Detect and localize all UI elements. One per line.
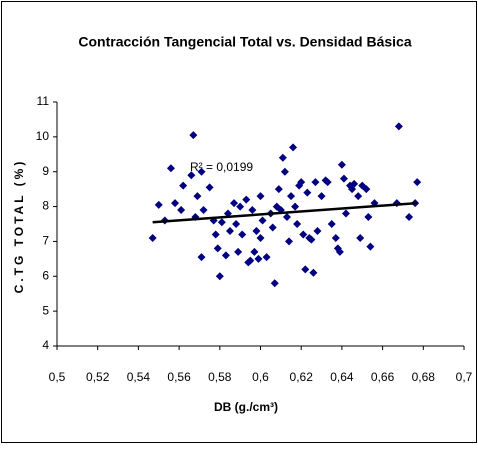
point	[293, 220, 302, 228]
point	[303, 188, 312, 197]
point	[238, 230, 247, 239]
point	[232, 220, 241, 228]
point	[270, 279, 279, 288]
point	[256, 192, 265, 201]
point	[311, 178, 320, 187]
x-tick-label: 0,52	[86, 370, 110, 384]
point	[323, 178, 332, 187]
point	[331, 233, 340, 242]
point	[187, 171, 196, 180]
point	[199, 206, 208, 215]
point	[280, 167, 289, 176]
point	[189, 131, 198, 140]
r2-annotation: R² = 0,0199	[190, 160, 253, 174]
point	[309, 268, 318, 277]
y-tick-label: 7	[42, 234, 49, 248]
point	[215, 272, 224, 281]
point	[193, 192, 202, 201]
point	[339, 174, 348, 183]
y-tick-label: 11	[37, 94, 50, 108]
point	[274, 185, 283, 194]
point	[278, 153, 287, 162]
point	[166, 164, 175, 173]
point	[234, 247, 243, 256]
point	[317, 192, 326, 201]
point	[268, 223, 277, 232]
point	[248, 206, 257, 215]
x-tick-label: 0,64	[330, 370, 354, 384]
x-tick-label: 0,62	[290, 370, 314, 384]
point	[197, 167, 206, 176]
point	[213, 244, 222, 253]
x-tick-label: 0,58	[208, 370, 232, 384]
point	[230, 199, 239, 208]
y-tick-label: 6	[42, 268, 49, 282]
point	[337, 160, 346, 169]
y-tick-label: 10	[36, 129, 50, 143]
point	[225, 226, 234, 235]
point	[250, 247, 259, 256]
point	[197, 253, 206, 262]
point	[179, 181, 188, 190]
point	[335, 247, 344, 256]
point	[313, 226, 322, 235]
trendline	[152, 201, 418, 224]
point	[246, 256, 255, 265]
point	[405, 213, 414, 222]
x-tick-label: 0,56	[167, 370, 191, 384]
x-tick-label: 0,7	[456, 370, 473, 384]
point	[205, 183, 214, 192]
point	[291, 202, 300, 211]
chart-title: Contracción Tangencial Total vs. Densida…	[78, 34, 411, 50]
point	[289, 143, 298, 152]
point	[177, 206, 186, 215]
x-tick-label: 0,68	[412, 370, 436, 384]
y-tick-label: 5	[42, 303, 49, 317]
x-tick-label: 0,66	[371, 370, 395, 384]
y-tick-label: 9	[42, 164, 49, 178]
point	[362, 185, 371, 194]
point	[350, 179, 359, 188]
point	[364, 213, 373, 222]
point	[284, 237, 293, 246]
x-axis-label: DB (g./cm³)	[214, 400, 278, 414]
x-tick-label: 0,6	[252, 370, 269, 384]
point	[256, 233, 265, 242]
x-tick-label: 0,54	[127, 370, 151, 384]
point	[154, 200, 163, 209]
point	[262, 253, 271, 262]
point	[297, 178, 306, 187]
point	[394, 122, 403, 131]
point	[221, 251, 230, 260]
point	[307, 235, 316, 244]
point	[254, 254, 263, 263]
point	[356, 233, 365, 242]
point	[252, 226, 261, 235]
point	[341, 209, 350, 218]
point	[242, 195, 251, 204]
point	[258, 216, 267, 225]
point	[282, 213, 291, 222]
point	[327, 220, 336, 228]
point	[287, 192, 296, 201]
point	[354, 192, 363, 201]
x-tick-label: 0,5	[49, 370, 66, 384]
y-tick-label: 8	[42, 199, 49, 213]
y-axis-label: C.TG TOTAL (%)	[12, 159, 26, 294]
point	[236, 202, 245, 211]
y-tick-label: 4	[42, 338, 49, 352]
point	[413, 178, 422, 187]
point	[366, 242, 375, 251]
point	[148, 233, 157, 242]
point	[211, 230, 220, 239]
point	[301, 265, 310, 274]
point	[217, 218, 226, 227]
point	[171, 199, 180, 208]
point	[299, 230, 308, 239]
